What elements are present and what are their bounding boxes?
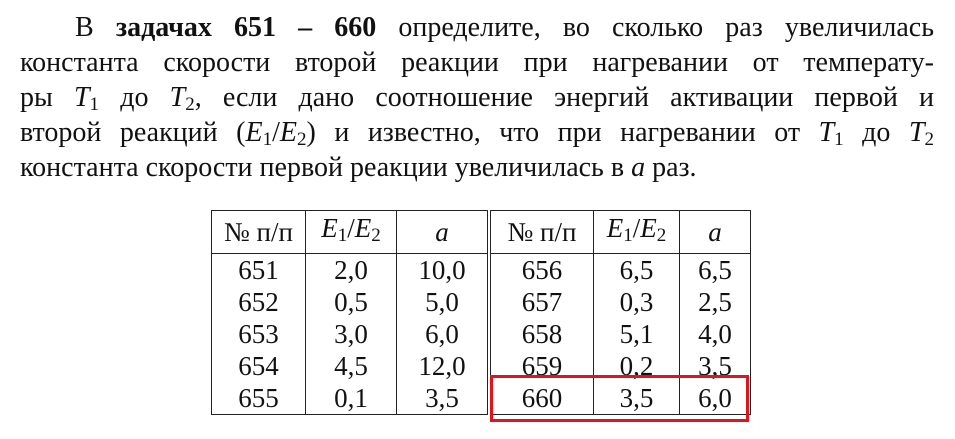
table-cell: 658: [487, 318, 594, 350]
header-text: 1: [337, 225, 348, 246]
highlight-box: [490, 375, 749, 422]
text-run: ры: [20, 82, 74, 113]
table-row: 652 0,5 5,0 657 0,3 2,5: [211, 286, 751, 318]
table-cell: 0,5: [305, 286, 397, 318]
table-row: 655 0,1 3,5 660 3,5 6,0: [211, 382, 751, 415]
header-cell: a: [679, 210, 751, 254]
table-cell: 6,5: [593, 253, 680, 286]
table-cell: 6,0: [679, 382, 751, 415]
header-cell: № п/п: [211, 210, 306, 254]
text-run: задачах 651 – 660: [115, 12, 377, 43]
text-line: В задачах 651 – 660 определите, во сколь…: [20, 10, 934, 45]
header-text: 1: [623, 225, 633, 246]
table-cell: 655: [211, 382, 306, 415]
header-cell: E1/E2: [593, 210, 680, 254]
table-cell: 5,0: [396, 286, 490, 318]
header-text: a: [708, 217, 722, 247]
text-run: до: [843, 117, 909, 148]
header-cell: E1/E2: [305, 210, 397, 254]
text-run: второй реакций (: [20, 117, 246, 148]
table-row: 651 2,0 10,0 656 6,5 6,5: [211, 253, 751, 286]
text-run: В: [75, 12, 116, 43]
table-cell: 2,5: [679, 286, 751, 318]
header-text: /: [347, 213, 355, 243]
header-text: № п/п: [507, 217, 577, 247]
text-run: T: [818, 117, 835, 148]
header-text: a: [435, 217, 449, 247]
table-cell: 0,3: [593, 286, 680, 318]
text-run: /: [272, 117, 280, 148]
text-line: второй реакций (E1/E2) и известно, что п…: [20, 115, 934, 150]
text-run: E: [245, 117, 263, 148]
table-cell: 651: [211, 253, 306, 286]
text-run: до: [99, 82, 170, 113]
table-cell: 5,1: [593, 318, 680, 350]
text-run: 2: [924, 129, 935, 150]
table-cell: 654: [211, 350, 306, 382]
table-cell: 4,0: [679, 318, 751, 350]
table-cell: 653: [211, 318, 306, 350]
table-cell: 6,0: [396, 318, 490, 350]
text-run: a: [631, 152, 646, 183]
table-row: 653 3,0 6,0 658 5,1 4,0: [211, 318, 751, 350]
text-run: T: [73, 82, 90, 113]
table-cell: 10,0: [396, 253, 490, 286]
table-cell: 4,5: [305, 350, 397, 382]
table-cell: 657: [487, 286, 594, 318]
header-text: E: [606, 213, 624, 243]
text-run: 1: [89, 94, 100, 115]
table-cell: 652: [211, 286, 306, 318]
header-text: E: [321, 213, 338, 243]
data-table: № п/п E1/E2 a № п/п E1/E2 a 651 2,0 10,0 656 6,5 6…: [211, 210, 751, 415]
header-text: 2: [656, 225, 667, 246]
text-run: 2: [185, 94, 195, 115]
table-cell: 12,0: [396, 350, 490, 382]
task-text: В задачах 651 – 660 определите, во сколь…: [20, 10, 934, 185]
text-line: константа скорости первой реакции увелич…: [20, 150, 934, 185]
header-cell: № п/п: [487, 210, 594, 254]
text-line: ры T1 до T2, если дано соотношение энерг…: [20, 80, 934, 115]
header-text: E: [640, 213, 657, 243]
text-run: раз.: [645, 152, 697, 183]
table-cell: 0,1: [305, 382, 397, 415]
text-run: константа скорости первой реакции увелич…: [20, 152, 632, 183]
text-line: константа скорости второй реакции при на…: [20, 45, 934, 80]
text-run: 2: [296, 129, 307, 150]
text-run: E: [279, 117, 297, 148]
table-cell: 3,0: [305, 318, 397, 350]
table-cell: 656: [487, 253, 594, 286]
header-text: 2: [371, 225, 381, 246]
header-text: /: [632, 213, 641, 243]
text-run: 1: [834, 129, 844, 150]
text-run: константа скорости второй реакции при на…: [20, 47, 934, 78]
table-cell: 6,5: [679, 253, 751, 286]
table-cell: 660: [487, 382, 594, 415]
table-cell: 2,0: [305, 253, 397, 286]
text-run: определите, во сколько раз увеличилась: [376, 12, 934, 43]
text-run: T: [169, 82, 186, 113]
text-run: ) и известно, что при нагревании от: [306, 117, 819, 148]
header-row: № п/п E1/E2 a № п/п E1/E2 a: [211, 210, 751, 254]
text-run: T: [908, 117, 925, 148]
header-text: № п/п: [224, 217, 293, 247]
text-run: , если дано соотношение энергий активаци…: [194, 82, 934, 113]
header-text: E: [354, 213, 372, 243]
text-run: 1: [262, 129, 273, 150]
table-cell: 3,5: [396, 382, 490, 415]
header-cell: a: [396, 210, 490, 254]
